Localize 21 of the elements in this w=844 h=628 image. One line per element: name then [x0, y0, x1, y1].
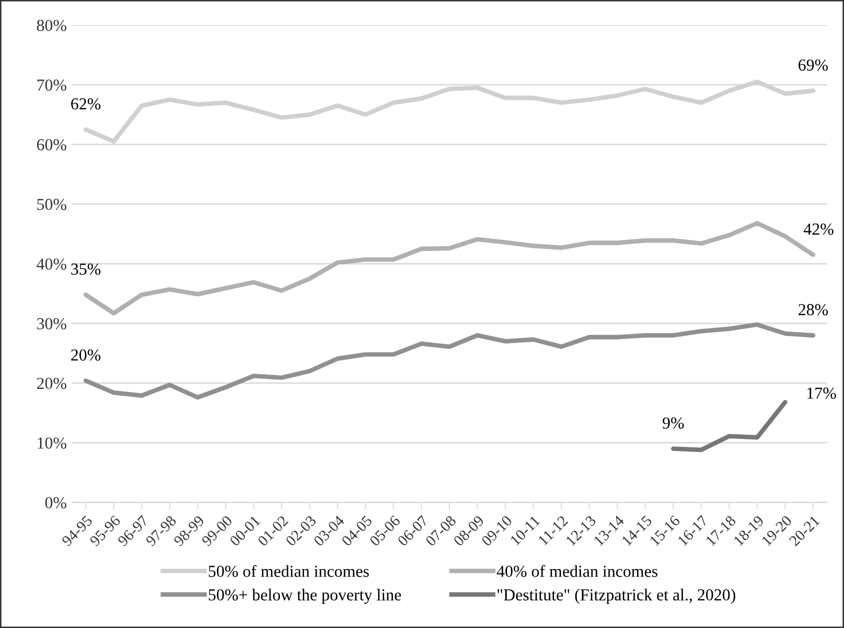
legend-label: 50%+ below the poverty line — [208, 588, 401, 604]
legend-label: 50% of median incomes — [208, 565, 369, 578]
annotation: 20% — [71, 349, 100, 361]
y-tick-label: 20% — [37, 378, 66, 390]
y-tick-label: 50% — [37, 198, 66, 210]
y-tick-label: 40% — [36, 258, 66, 270]
annotation: 17% — [807, 388, 836, 399]
legend-label: 40% of median incomes — [496, 565, 658, 578]
y-tick-label: 60% — [37, 139, 66, 150]
legend-label: "Destitute" (Fitzpatrick et al., 2020) — [498, 588, 736, 604]
y-tick-label: 30% — [37, 318, 66, 330]
y-tick-label: 70% — [37, 79, 66, 91]
annotation: 69% — [798, 59, 828, 71]
y-tick-label: 0% — [45, 497, 66, 508]
annotation: 62% — [71, 98, 100, 110]
annotation: 35% — [71, 263, 100, 275]
annotation: 9% — [662, 417, 684, 429]
annotation: 42% — [804, 224, 834, 235]
annotation: 28% — [798, 304, 828, 316]
y-tick-label: 80% — [36, 20, 66, 32]
y-tick-label: 10% — [38, 437, 66, 449]
